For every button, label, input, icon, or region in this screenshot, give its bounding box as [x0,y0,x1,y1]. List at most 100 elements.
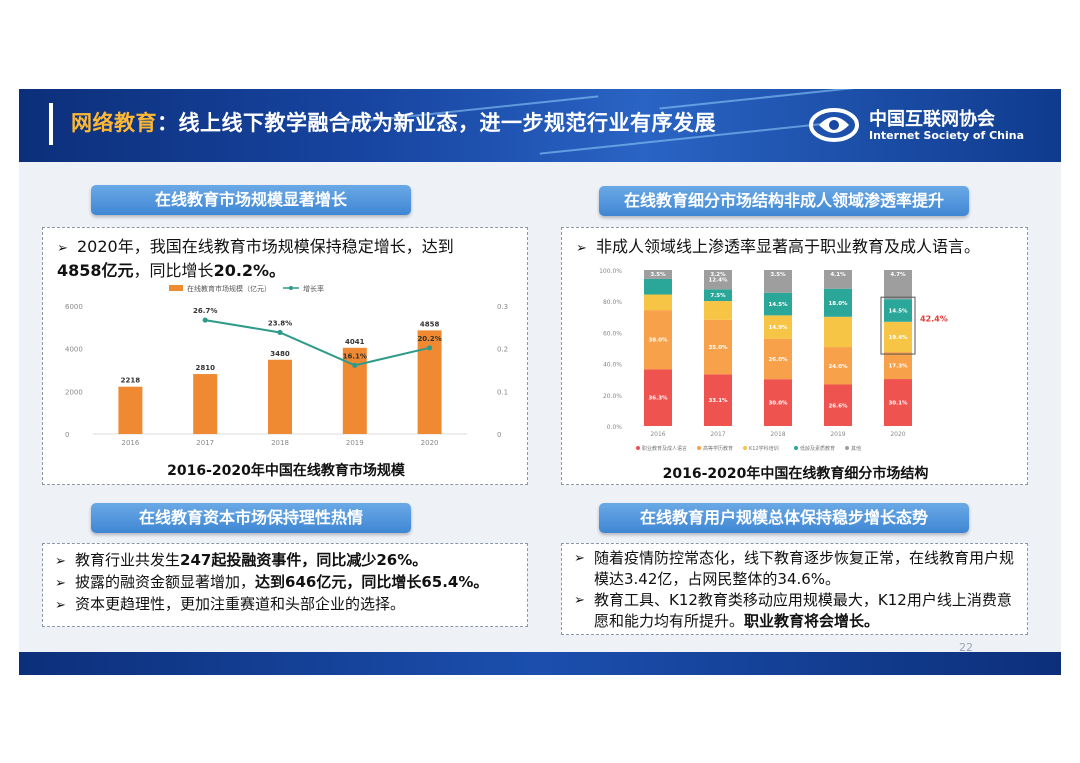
users-bullet-1: ➢ 随着疫情防控常态化，线下教育逐步恢复正常，在线教育用户规模达3.42亿，占网民… [574,549,1015,588]
legend-label-bars: 在线教育市场规模（亿元） [187,284,271,293]
segment-label: 33.1% [708,398,728,404]
users-bullets: ➢ 随着疫情防控常态化，线下教育逐步恢复正常，在线教育用户规模达3.42亿，占网民… [574,548,1019,632]
bar-value-label: 2218 [121,377,141,385]
segment-label: 17.3% [888,364,908,370]
logo-chinese: 中国互联网协会 [869,109,995,130]
segment-label: 14.5% [768,302,788,308]
stacked-segment [644,278,672,295]
x-tick-label: 2018 [271,439,289,447]
stacked-segment [824,347,852,385]
legend-label: 职业教育及成人语言 [642,445,687,452]
growth-rate-point [427,345,433,351]
y-tick-label: 4000 [65,346,83,354]
top-segment-label: 4.1% [830,272,846,278]
stacked-segment [824,288,852,317]
legend-label: 其他 [851,445,861,452]
heading-market-scale: 在线教育市场规模显著增长 [91,185,411,215]
stacked-segment [884,270,912,300]
capital-bullet-2: ➢ 披露的融资金额显著增加，达到646亿元，同比增长65.4%。 [55,573,489,591]
segment-label: 7.5% [710,293,726,299]
bar-value-label: 4858 [420,320,440,328]
y-tick-label: 100.0% [599,268,622,275]
legend-swatch [743,446,747,450]
legend-swatch [845,446,849,450]
top-segment-label: 3.5% [770,272,786,278]
panel-users: ➢ 随着疫情防控常态化，线下教育逐步恢复正常，在线教育用户规模达3.42亿，占网民… [561,543,1028,635]
legend-marker-line [289,286,293,290]
legend-swatch [697,446,701,450]
x-tick-label: 2016 [121,439,139,447]
isc-logo-icon [809,108,859,142]
panel-market-scale: ➢ 2020年，我国在线教育市场规模保持稳定增长，达到 4858亿元，同比增长20… [42,227,528,485]
segment-label: 18.0% [828,301,848,307]
market-scale-caption: 2016-2020年中国在线教育市场规模 [167,463,405,479]
market-scale-chart: 在线教育市场规模（亿元） 增长率 0 2000 4000 6000 0 0.1 0.2 0.3 22… [49,280,519,458]
stacked-segment [884,379,912,426]
x-tick-label: 2018 [770,431,785,438]
segment-label: 26.6% [828,403,848,409]
highlight-annotation: 42.4% [920,314,948,323]
bar-value-label: 4041 [345,338,365,346]
page-title: 网络教育：线上线下教学融合成为新业态，进一步规范行业有序发展 [71,111,716,135]
stacked-segment [824,270,852,289]
y2-tick-label: 0.2 [497,346,508,354]
logo-english: Internet Society of China [869,129,1025,142]
y2-tick-label: 0 [497,431,501,439]
header-accent-bar [49,103,53,145]
legend-swatch-bars [169,285,183,291]
top-segment-label: 3.5% [650,272,666,278]
stacked-segment [704,374,732,426]
x-tick-label: 2019 [830,431,845,438]
growth-rate-line [205,319,430,367]
growth-rate-point [277,329,283,336]
y2-tick-label: 0.1 [497,388,508,396]
users-bullet-2: ➢ 教育工具、K12教育类移动应用规模最大，K12用户线上消费意愿和能力均有所提升… [574,591,1012,630]
segment-label: 38.0% [648,338,668,344]
y2-tick-label: 0.3 [497,303,508,311]
stacked-segment [884,352,912,380]
legend-label: 低龄及素质教育 [800,445,835,452]
legend-label-line: 增长率 [303,284,324,293]
stacked-segment [824,384,852,426]
heading-users: 在线教育用户规模总体保持稳步增长态势 [599,503,969,533]
slide: 网络教育：线上线下教学融合成为新业态，进一步规范行业有序发展 中国互联网协会 I… [19,89,1061,675]
segment-label: 14.5% [888,308,908,314]
segment-label: 36.3% [648,396,668,402]
growth-rate-point [352,362,358,368]
segment-label: 14.9% [768,325,788,331]
segment-label: 35.0% [708,345,728,351]
y-tick-label: 0 [65,431,69,439]
growth-rate-label: 23.8% [268,319,292,327]
growth-rate-label: 20.2% [417,335,441,343]
capital-bullet-3: ➢ 资本更趋理性，更加注重赛道和头部企业的选择。 [55,595,406,613]
stacked-segment [644,369,672,426]
segment-label: 24.0% [828,364,848,370]
stacked-segment [704,270,732,290]
x-tick-label: 2020 [421,439,439,447]
market-scale-note: ➢ 2020年，我国在线教育市场规模保持稳定增长，达到 4858亿元，同比增长20… [57,237,454,280]
panel-capital: ➢ 教育行业共发生247起投融资事件，同比减少26%。 ➢ 披露的融资金额显著增加，… [42,543,528,627]
segment-label: 30.1% [888,401,908,407]
stacked-segment [704,319,732,375]
x-tick-label: 2016 [650,431,665,438]
growth-rate-label: 26.7% [193,307,217,315]
stacked-segment [884,299,912,322]
stacked-segment [704,301,732,320]
y-tick-label: 20.0% [603,393,622,400]
y-tick-label: 6000 [65,303,83,311]
page-number: 22 [959,641,973,654]
growth-rate-label: 16.1% [343,352,367,360]
x-tick-label: 2017 [196,439,214,447]
segment-label: 12.4% [708,278,728,284]
legend-swatch [794,446,798,450]
top-segment-label: 3.2% [710,272,726,278]
y-tick-label: 60.0% [603,330,622,337]
panel-segment-structure: ➢ 非成人领域线上渗透率显著高于职业教育及成人语言。 0.0% 20.0% 40.0%… [561,227,1028,485]
bar-market-scale [118,386,143,434]
y-tick-label: 0.0% [607,424,623,431]
segment-structure-caption: 2016-2020年中国在线教育细分市场结构 [662,466,929,482]
stacked-segment [764,338,792,380]
stacked-segment [764,379,792,426]
x-tick-label: 2019 [346,439,364,447]
bar-market-scale [268,359,292,434]
